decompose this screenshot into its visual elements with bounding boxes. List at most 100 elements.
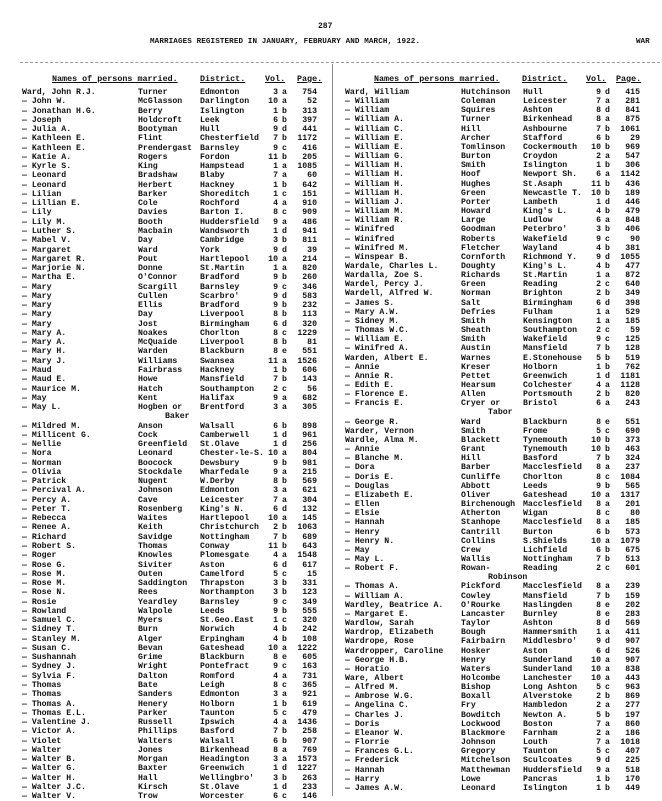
volume-number: 3 <box>273 579 278 589</box>
volume-number: 7 <box>596 344 601 354</box>
spouse-surname: Ward <box>138 245 158 255</box>
page-ref: 941 <box>302 226 317 236</box>
entry-row: — William Squires Ashton 8 d 841 <box>345 106 645 115</box>
person-name: — Thomas E.L. <box>22 708 86 718</box>
district: Bristol <box>523 399 558 409</box>
page-ref: 601 <box>625 564 640 574</box>
volume-number: 4 <box>596 261 601 271</box>
volume-letter: d <box>605 619 610 629</box>
district: Richmond Y. <box>523 252 578 262</box>
entry-row: — Rose N. Rees Northampton 3 b 123 <box>22 588 322 597</box>
person-name: — Lily M. <box>22 217 67 227</box>
entry-row: — William R. Large Ludlow 6 a 848 <box>345 216 645 225</box>
district: Mansfield <box>200 375 245 385</box>
volume-number: 9 <box>596 765 601 775</box>
entry-row: — Florence E. Allen Portsmouth 2 b 820 <box>345 390 645 399</box>
page-ref: 449 <box>625 783 640 793</box>
district: Croydon <box>523 152 558 162</box>
spouse-surname: Bevan <box>138 643 163 653</box>
volume-letter: d <box>605 106 610 116</box>
spouse-surname: Kreser <box>461 362 491 372</box>
district: Plomesgate <box>200 551 250 561</box>
person-name: — Roger <box>22 551 57 561</box>
entry-row: — May Kent Halifax 9 a 682 <box>22 394 322 403</box>
person-name: Wardrop, Elizabeth <box>345 628 434 638</box>
volume-letter: b <box>605 188 610 198</box>
page-ref: 841 <box>625 106 640 116</box>
entry-row: — Thomas Sanders Edmonton 3 a 921 <box>22 690 322 699</box>
volume-number: 5 <box>596 747 601 757</box>
page-ref: 1172 <box>297 134 317 144</box>
header-page: Page. <box>616 74 642 84</box>
page-ref: 243 <box>625 399 640 409</box>
person-name: — Jonathan H.G. <box>22 106 96 116</box>
entry-row: — William A. Cowley Mansfield 7 b 159 <box>345 592 645 601</box>
page-ref: 145 <box>302 514 317 524</box>
page-ref: 349 <box>625 289 640 299</box>
spouse-surname: Leonard <box>138 449 173 459</box>
volume-letter: b <box>605 243 610 253</box>
entry-row: — Valentine J. Russell Ipswich 4 a 1436 <box>22 718 322 727</box>
volume-letter: a <box>605 536 610 546</box>
spouse-surname: Roberts <box>461 234 496 244</box>
page-ref: 910 <box>302 199 317 209</box>
page-ref: 907 <box>625 637 640 647</box>
volume-letter: a <box>282 403 287 413</box>
volume-letter: c <box>282 569 287 579</box>
entry-row: — Kathleen E. Flint Chesterfield 7 b 1172 <box>22 134 322 143</box>
person-name: — Margaret <box>22 245 72 255</box>
district: Aston <box>200 560 225 570</box>
district: Leeds <box>523 481 548 491</box>
spouse-surname: Herbert <box>138 180 173 190</box>
volume-number: 1 <box>273 180 278 190</box>
volume-letter: a <box>282 514 287 524</box>
person-name: — Nora <box>22 449 52 459</box>
page-ref: 39 <box>307 245 317 255</box>
volume-number: 2 <box>273 384 278 394</box>
person-name: — Rebecca <box>22 514 67 524</box>
district: Pontefract <box>200 662 250 672</box>
volume-letter: a <box>605 518 610 528</box>
volume-letter: b <box>605 353 610 363</box>
entry-row: Wardalla, Zoe S. Richards St.Martin 1 a 872 <box>345 271 645 280</box>
district: Wakefield <box>523 335 568 345</box>
volume-number: 1 <box>273 226 278 236</box>
spouse-surname: Smith <box>461 316 486 326</box>
volume-number: 8 <box>273 681 278 690</box>
volume-letter: a <box>605 701 610 711</box>
volume-number: 1 <box>596 371 601 381</box>
volume-number: 3 <box>273 236 278 246</box>
entry-row: — Mildred M. Anson Walsall 6 b 898 <box>22 422 322 431</box>
district: Peterbro' <box>523 225 568 235</box>
entry-row: — Sidney T. Burn Norwich 4 b 242 <box>22 625 322 634</box>
entry-row: — Alfred M. Bishop Long Ashton 5 c 963 <box>345 683 645 692</box>
district: Shoreditch <box>200 189 250 199</box>
volume-letter: a <box>282 264 287 274</box>
entry-row: — Lilian Barker Shoreditch 1 c 151 <box>22 190 322 199</box>
district: Bradford <box>200 301 240 311</box>
page-ref: 170 <box>625 774 640 784</box>
volume-letter: b <box>282 365 287 375</box>
spouse-surname: Holdcroft <box>138 115 183 125</box>
district: Tynemouth <box>523 435 568 445</box>
entry-row: — Mary Jost Birmingham 6 d 320 <box>22 320 322 329</box>
page-ref: 258 <box>302 727 317 737</box>
district: Sculcoates <box>523 756 573 766</box>
person-name: — Richard <box>22 532 67 542</box>
person-name: — James A.W. <box>345 783 404 793</box>
page-ref: 146 <box>302 792 317 801</box>
volume-number: 2 <box>596 152 601 162</box>
volume-number: 9 <box>273 125 278 135</box>
entry-row: — Julia A. Bootyman Hull 9 d 441 <box>22 125 322 134</box>
volume-letter: a <box>282 393 287 403</box>
person-name: — Walter G. <box>22 764 77 774</box>
volume-number: 10 <box>268 514 278 524</box>
page-ref: 90 <box>630 234 640 244</box>
person-name: — Mary J. <box>22 356 67 366</box>
spouse-surname: Collins <box>461 536 496 546</box>
person-name: — Robert F. <box>345 564 400 574</box>
page-ref: 237 <box>625 463 640 473</box>
district: Stafford <box>523 133 563 143</box>
page-ref: 132 <box>302 504 317 514</box>
volume-number: 8 <box>596 600 601 610</box>
